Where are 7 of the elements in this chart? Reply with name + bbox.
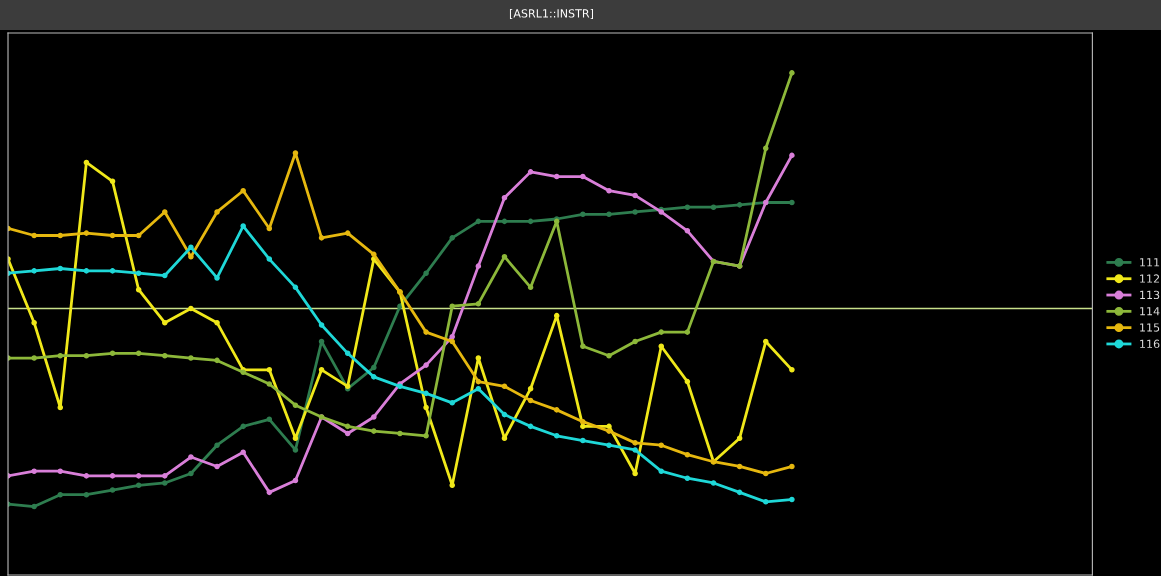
- legend-label: 111: [1140, 258, 1160, 267]
- legend-label: 112: [1140, 274, 1160, 283]
- legend-label: 116: [1140, 339, 1160, 349]
- legend-label: 115: [1140, 323, 1160, 332]
- chart-title: [ASRL1::INSTR]: [509, 9, 593, 19]
- legend-label: 114: [1140, 307, 1160, 316]
- legend-label: 113: [1140, 290, 1160, 300]
